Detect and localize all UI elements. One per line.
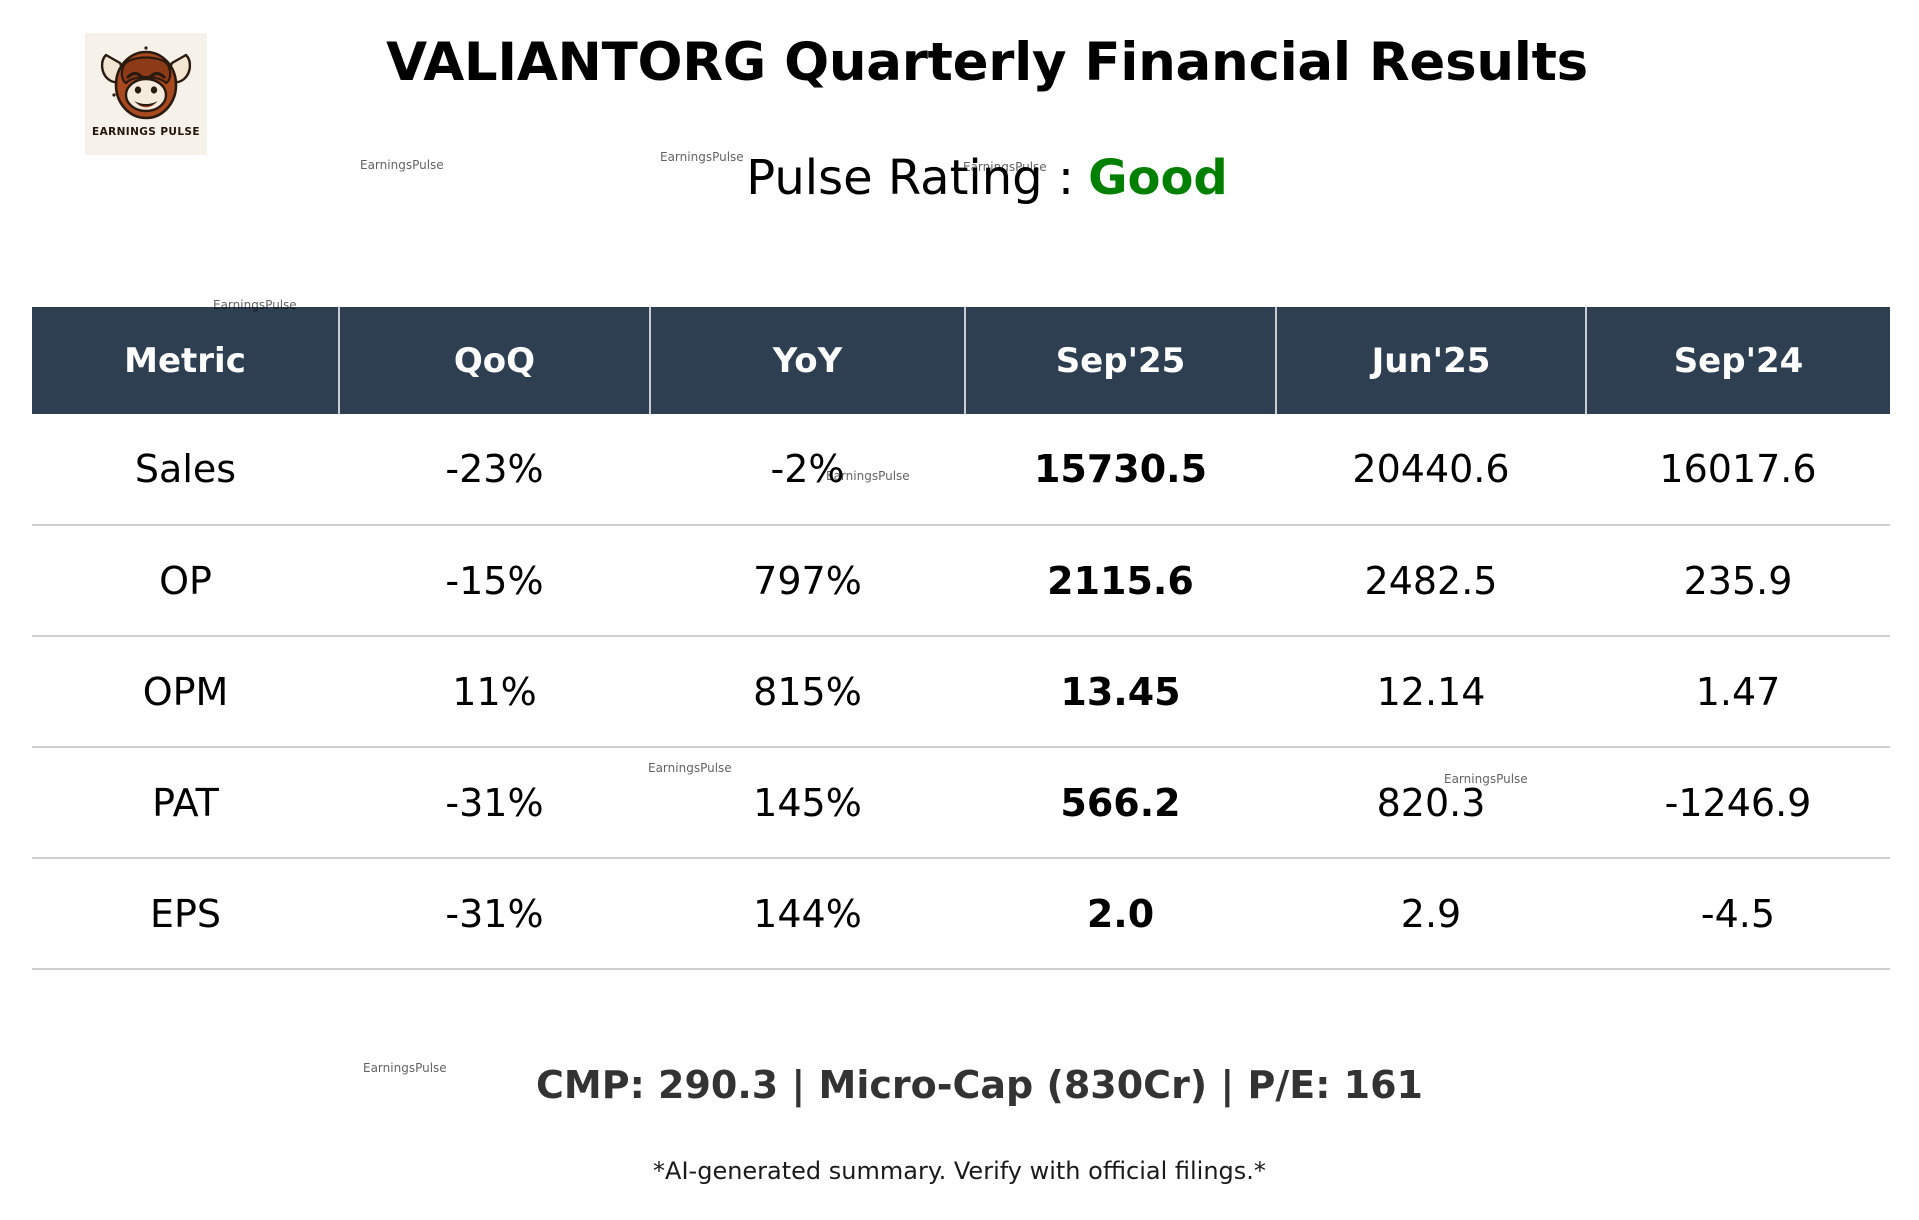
column-header-qoq: QoQ (339, 307, 651, 414)
brand-logo: EARNINGS PULSE (85, 33, 207, 155)
cell-sep24: 1.47 (1586, 636, 1890, 748)
cell-sep25: 2.0 (965, 858, 1276, 970)
pulse-rating-value: Good (1088, 150, 1228, 206)
page-title: VALIANTORG Quarterly Financial Results (386, 32, 1588, 93)
table-row: OPM 11% 815% 13.45 12.14 1.47 (32, 636, 1890, 748)
column-header-jun25: Jun'25 (1276, 307, 1587, 414)
cell-sep24: -1246.9 (1586, 747, 1890, 859)
column-header-metric: Metric (32, 307, 340, 414)
cell-jun25: 20440.6 (1276, 414, 1586, 526)
cell-yoy: 145% (650, 747, 965, 859)
cell-yoy: 144% (650, 858, 965, 970)
table-row: PAT -31% 145% 566.2 820.3 -1246.9 (32, 747, 1890, 859)
cell-jun25: 12.14 (1276, 636, 1586, 748)
cell-sep24: 235.9 (1586, 525, 1890, 637)
table-row: Sales -23% -2% 15730.5 20440.6 16017.6 (32, 414, 1890, 526)
cell-jun25: 2.9 (1276, 858, 1586, 970)
cell-metric: OP (32, 525, 339, 637)
pulse-rating-line: Pulse Rating : Good (0, 150, 1919, 206)
cell-sep24: 16017.6 (1586, 414, 1890, 526)
logo-caption: EARNINGS PULSE (92, 126, 200, 138)
table-row: EPS -31% 144% 2.0 2.9 -4.5 (32, 858, 1890, 970)
table-row: OP -15% 797% 2115.6 2482.5 235.9 (32, 525, 1890, 637)
cell-sep25: 566.2 (965, 747, 1276, 859)
table-header-row: Metric QoQ YoY Sep'25 Jun'25 Sep'24 (32, 307, 1890, 414)
financial-results-table: Metric QoQ YoY Sep'25 Jun'25 Sep'24 Sale… (32, 307, 1890, 970)
cell-sep25: 15730.5 (965, 414, 1276, 526)
cell-qoq: -31% (339, 747, 650, 859)
cell-metric: PAT (32, 747, 339, 859)
cell-qoq: -15% (339, 525, 650, 637)
cell-metric: Sales (32, 414, 339, 526)
cell-qoq: -31% (339, 858, 650, 970)
cell-sep24: -4.5 (1586, 858, 1890, 970)
column-header-sep24: Sep'24 (1673, 340, 1804, 381)
cell-yoy: 815% (650, 636, 965, 748)
cell-qoq: 11% (339, 636, 650, 748)
cell-sep25: 13.45 (965, 636, 1276, 748)
cell-jun25: 2482.5 (1276, 525, 1586, 637)
column-header-sep25: Sep'25 (965, 307, 1277, 414)
cell-metric: OPM (32, 636, 339, 748)
cell-qoq: -23% (339, 414, 650, 526)
cell-yoy: 797% (650, 525, 965, 637)
pulse-rating-label: Pulse Rating : (746, 150, 1075, 206)
disclaimer-text: *AI-generated summary. Verify with offic… (653, 1157, 1266, 1185)
cell-sep25: 2115.6 (965, 525, 1276, 637)
cell-jun25: 820.3 (1276, 747, 1586, 859)
column-header-yoy: YoY (650, 307, 966, 414)
bull-head-icon (100, 46, 192, 120)
cmp-summary-line: CMP: 290.3 | Micro-Cap (830Cr) | P/E: 16… (536, 1063, 1423, 1107)
cell-metric: EPS (32, 858, 339, 970)
cell-yoy: -2% (650, 414, 965, 526)
